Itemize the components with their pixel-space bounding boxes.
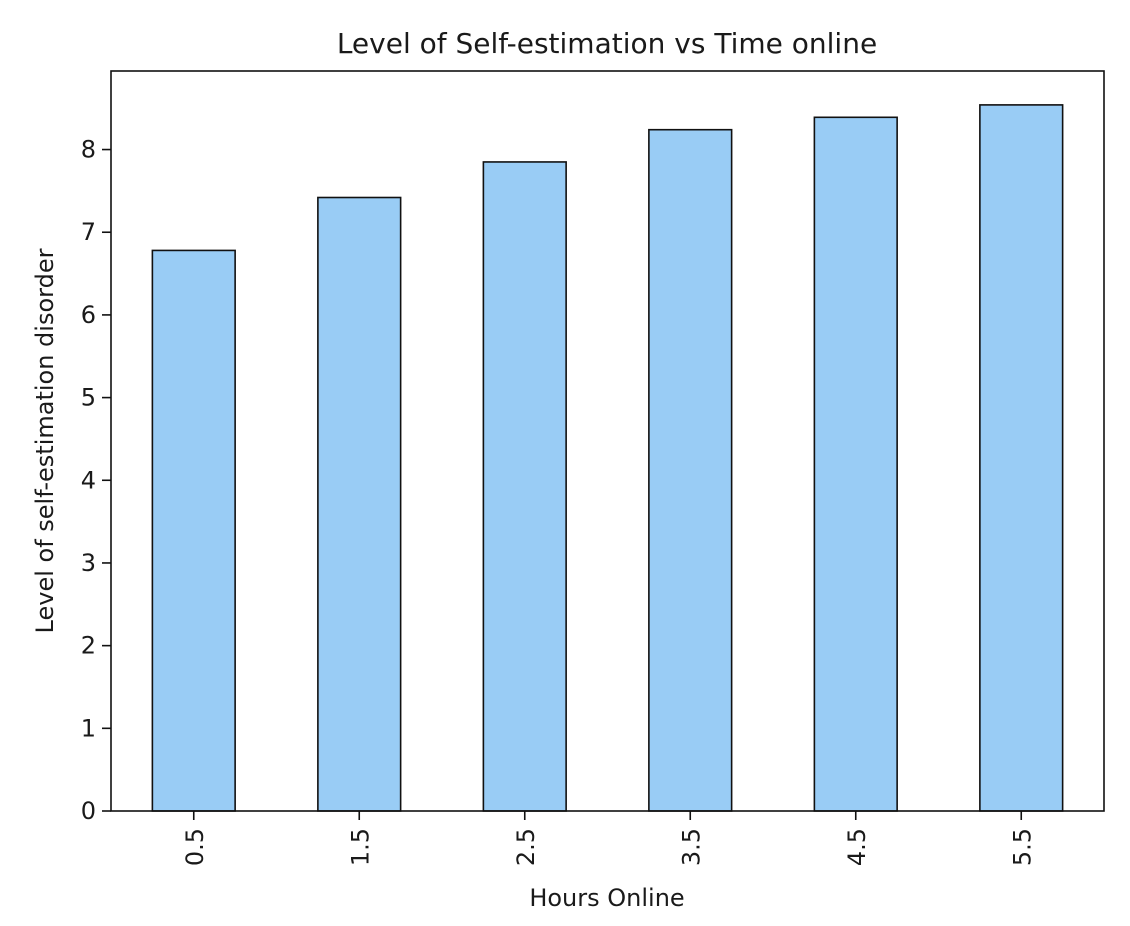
x-axis-ticks: 0.5 1.5 2.5 3.5 4.5 5.5: [181, 811, 1036, 866]
bar-2.5: [482, 161, 567, 812]
bar-4.5: [813, 116, 898, 812]
x-tick-label: 4.5: [843, 828, 871, 866]
bar-0.5: [151, 249, 236, 812]
plot-area-frame: [110, 70, 1105, 812]
bar-1.5: [317, 196, 402, 812]
y-axis-ticks: 0 1 2 3 4 5 6 7 8: [81, 136, 111, 825]
y-tick-label: 2: [81, 632, 96, 660]
x-tick-label: 5.5: [1008, 828, 1036, 866]
y-tick-label: 6: [81, 301, 96, 329]
x-axis-label: Hours Online: [529, 884, 684, 912]
bars-layer: [151, 104, 1064, 812]
x-tick-label: 3.5: [677, 828, 705, 866]
y-tick-label: 8: [81, 136, 96, 164]
y-tick-label: 0: [81, 797, 96, 825]
x-tick-label: 1.5: [346, 828, 374, 866]
bar-5.5: [979, 104, 1064, 812]
y-tick-label: 7: [81, 218, 96, 246]
chart-title: Level of Self-estimation vs Time online: [337, 27, 877, 60]
x-tick-label: 2.5: [512, 828, 540, 866]
y-axis-label: Level of self-estimation disorder: [31, 248, 59, 633]
y-tick-label: 1: [81, 714, 96, 742]
y-tick-label: 4: [81, 466, 96, 494]
bar-3.5: [648, 128, 733, 812]
y-tick-label: 5: [81, 384, 96, 412]
x-tick-label: 0.5: [181, 828, 209, 866]
y-tick-label: 3: [81, 549, 96, 577]
